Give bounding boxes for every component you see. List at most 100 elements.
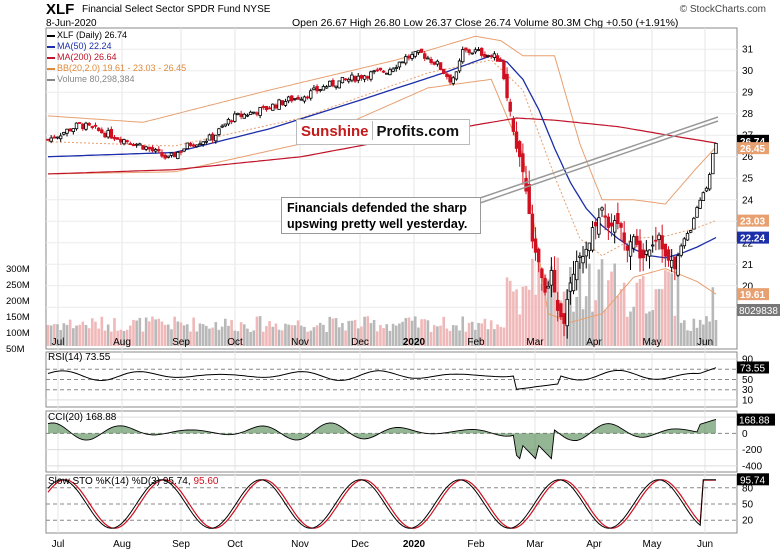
candle-body <box>172 152 177 158</box>
candle-body <box>381 70 386 73</box>
month-label-price: Nov <box>291 337 309 348</box>
candle-body <box>537 248 541 263</box>
volume-bar <box>714 320 718 346</box>
candle-body <box>527 183 531 215</box>
candle-body <box>524 177 528 192</box>
candle-body <box>223 123 227 127</box>
volume-bar <box>385 324 389 346</box>
volume-bar <box>100 316 104 346</box>
volume-bar <box>192 317 195 346</box>
source-credit: © StockCharts.com <box>679 4 766 15</box>
volume-bar <box>603 309 607 346</box>
candle-body <box>49 137 53 142</box>
candle-body <box>464 47 468 51</box>
legend-item: MA(200) 26.64 <box>47 52 186 63</box>
candle-body <box>290 95 294 102</box>
cci-tick-label: -400 <box>742 461 762 472</box>
volume-bar <box>268 321 271 346</box>
candle-body <box>242 113 246 119</box>
candle-body <box>372 70 376 73</box>
volume-bar <box>344 330 347 346</box>
candle-body <box>511 118 516 132</box>
annotation-line-1: Financials defended the sharp <box>287 201 467 215</box>
volume-bar <box>163 324 167 346</box>
candle-body <box>210 133 215 141</box>
candle-body <box>261 106 265 108</box>
candle-body <box>122 139 126 145</box>
volume-bar <box>217 329 221 346</box>
volume-bar <box>220 326 224 346</box>
annotation-box: Financials defended the sharp upswing pr… <box>281 197 481 234</box>
volume-bar <box>417 327 420 346</box>
rsi-tag <box>737 361 769 374</box>
candle-body <box>277 99 281 110</box>
candle-body <box>236 112 240 115</box>
candle-body <box>701 192 706 201</box>
candle-body <box>77 122 82 124</box>
candle-body <box>356 75 360 81</box>
volume-bar <box>72 328 75 346</box>
month-label-bottom: Mar <box>526 539 544 550</box>
candle-body <box>505 73 509 99</box>
candle-body <box>312 87 316 91</box>
volume-bar <box>445 328 449 346</box>
rsi-tick-label: 90 <box>742 355 754 366</box>
volume-bar <box>116 330 119 346</box>
candle-body <box>578 255 582 258</box>
volume-bar <box>581 309 585 346</box>
candle-body <box>214 134 218 142</box>
candle-body <box>280 100 284 106</box>
volume-bar <box>258 316 262 346</box>
volume-bar <box>508 280 512 346</box>
candle-body <box>423 53 427 59</box>
legend: XLF (Daily) 26.74 MA(50) 22.24 MA(200) 26.… <box>47 30 186 85</box>
volume-bar <box>505 277 509 346</box>
volume-bar <box>53 324 56 346</box>
candle-body <box>163 154 167 159</box>
candle-body <box>125 140 129 143</box>
candle-body <box>315 86 319 92</box>
volume-bar <box>518 314 522 346</box>
candle-body <box>461 49 465 63</box>
volume-bar <box>698 319 702 346</box>
volume-bar <box>356 328 360 346</box>
volume-bar <box>569 267 572 346</box>
candle-body <box>404 56 408 64</box>
volume-bar <box>458 330 461 346</box>
volume-bar <box>337 327 341 346</box>
volume-bar <box>394 325 398 346</box>
sto-tag <box>737 473 769 486</box>
volume-bar <box>429 331 433 346</box>
volume-bar <box>151 316 154 346</box>
candle-body <box>141 145 145 150</box>
rsi-tick-label: 50 <box>742 375 754 386</box>
rsi-tag-value: 73.55 <box>740 363 765 374</box>
volume-bar <box>664 270 667 346</box>
volume-bar <box>651 310 654 346</box>
volume-bar <box>410 320 414 346</box>
volume-bar <box>477 322 480 346</box>
price-tag <box>737 214 769 227</box>
candle-body <box>305 96 310 99</box>
volume-bar <box>293 325 297 346</box>
month-label-price: 2020 <box>403 337 426 348</box>
volume-tick-label: 300M <box>6 264 30 275</box>
sto-k-line <box>47 479 716 529</box>
sto-label-text: Slow STO %K(14) %D(3) 95.74, <box>48 476 194 487</box>
cci-tag <box>737 413 775 426</box>
candle-body <box>660 235 664 250</box>
volume-bar <box>331 318 335 346</box>
candle-body <box>489 55 493 58</box>
legend-swatch <box>47 67 55 70</box>
logo-part-1: Sunshine <box>301 123 369 140</box>
volume-bar <box>157 318 161 346</box>
volume-bar <box>467 322 471 346</box>
month-label-bottom: May <box>643 539 662 550</box>
month-label-price: Feb <box>467 337 485 348</box>
candle-body <box>663 243 668 257</box>
candle-body <box>707 174 712 190</box>
candle-body <box>397 61 402 68</box>
volume-bar <box>322 324 325 346</box>
volume-bar <box>265 326 268 346</box>
